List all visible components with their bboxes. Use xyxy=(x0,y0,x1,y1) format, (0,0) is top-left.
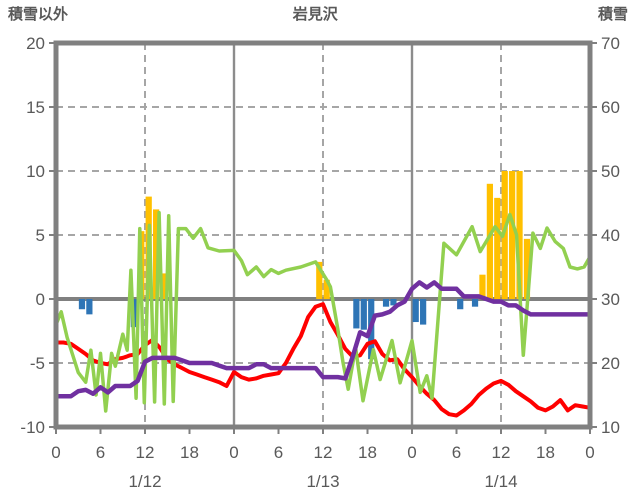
snow-increase-bar xyxy=(486,183,493,299)
hour-label: 18 xyxy=(180,443,199,462)
right-axis-label: 60 xyxy=(601,98,620,117)
snow-increase-bar xyxy=(153,209,160,299)
snow-depth-green-line xyxy=(54,210,592,413)
snow-increase-bar xyxy=(479,274,486,299)
snow-decrease-bar xyxy=(420,299,427,325)
hour-label: 18 xyxy=(536,443,555,462)
snow-decrease-bar xyxy=(353,299,360,329)
snow-decrease-bar xyxy=(471,299,479,307)
hour-label: 12 xyxy=(314,443,333,462)
temperature-purple-line xyxy=(53,280,593,399)
hour-label: 6 xyxy=(452,443,461,462)
hour-label: 0 xyxy=(407,443,416,462)
date-label: 1/12 xyxy=(128,472,161,491)
snow-decrease-bar xyxy=(412,299,419,323)
right-axis-label: 70 xyxy=(601,34,620,53)
snow-increase-bar xyxy=(509,171,516,299)
vertical-gridlines xyxy=(144,43,502,427)
chart-title: 岩見沢 xyxy=(292,6,338,23)
left-axis-label: 10 xyxy=(26,162,45,181)
date-label: 1/13 xyxy=(306,472,339,491)
hour-label: 0 xyxy=(229,443,238,462)
snow-increase-bar xyxy=(516,171,523,299)
temperature-purple-line-group xyxy=(53,280,593,399)
axis-ticks xyxy=(49,42,597,434)
right-axis-label: 50 xyxy=(601,162,620,181)
snow-decrease-bar xyxy=(390,299,397,306)
hour-label: 6 xyxy=(274,443,283,462)
snow-increase-bar xyxy=(316,261,323,299)
hour-label: 0 xyxy=(585,443,594,462)
snow-depth-green-line-group xyxy=(54,210,592,413)
snow-decrease-bar xyxy=(457,299,464,310)
snow-increase-bar xyxy=(160,273,167,299)
date-label: 1/14 xyxy=(484,472,517,491)
right-axis-label: 10 xyxy=(601,418,620,437)
snow-decrease-bar xyxy=(382,299,390,307)
left-axis-label: 5 xyxy=(36,226,45,245)
left-axis-title: 積雪以外 xyxy=(8,6,69,23)
right-axis-title: 積雪 xyxy=(597,6,628,23)
left-axis-label: -5 xyxy=(30,354,45,373)
right-axis-label: 40 xyxy=(601,226,620,245)
right-axis-label: 30 xyxy=(601,290,620,309)
hour-label: 12 xyxy=(136,443,155,462)
hour-label: 12 xyxy=(492,443,511,462)
left-axis-label: 0 xyxy=(36,290,45,309)
left-axis-label: -10 xyxy=(20,418,45,437)
snow-increase-bar xyxy=(523,238,531,299)
hour-label: 18 xyxy=(358,443,377,462)
snow-decrease-bar xyxy=(78,299,86,310)
left-axis-label: 20 xyxy=(26,34,45,53)
right-axis-label: 20 xyxy=(601,354,620,373)
left-axis-label: 15 xyxy=(26,98,45,117)
snow-decrease-bar xyxy=(360,299,367,330)
hour-label: 6 xyxy=(96,443,105,462)
hour-label: 0 xyxy=(51,443,60,462)
snow-increase-bar xyxy=(323,279,330,299)
snow-decrease-bar xyxy=(86,299,93,315)
snow-increase-bar xyxy=(494,197,501,299)
